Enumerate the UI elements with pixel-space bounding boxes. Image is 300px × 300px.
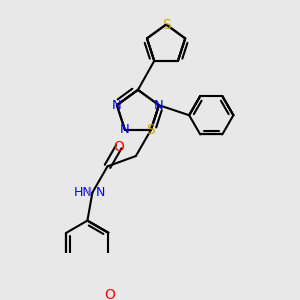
Text: O: O [113,140,124,154]
Text: S: S [147,123,155,137]
Text: N: N [112,99,122,112]
Text: N: N [154,99,164,112]
Text: H: H [82,186,90,199]
Text: O: O [104,288,115,300]
Text: N: N [120,123,130,136]
Text: HN: HN [74,186,92,199]
Text: N: N [95,186,105,199]
Text: S: S [162,17,170,32]
